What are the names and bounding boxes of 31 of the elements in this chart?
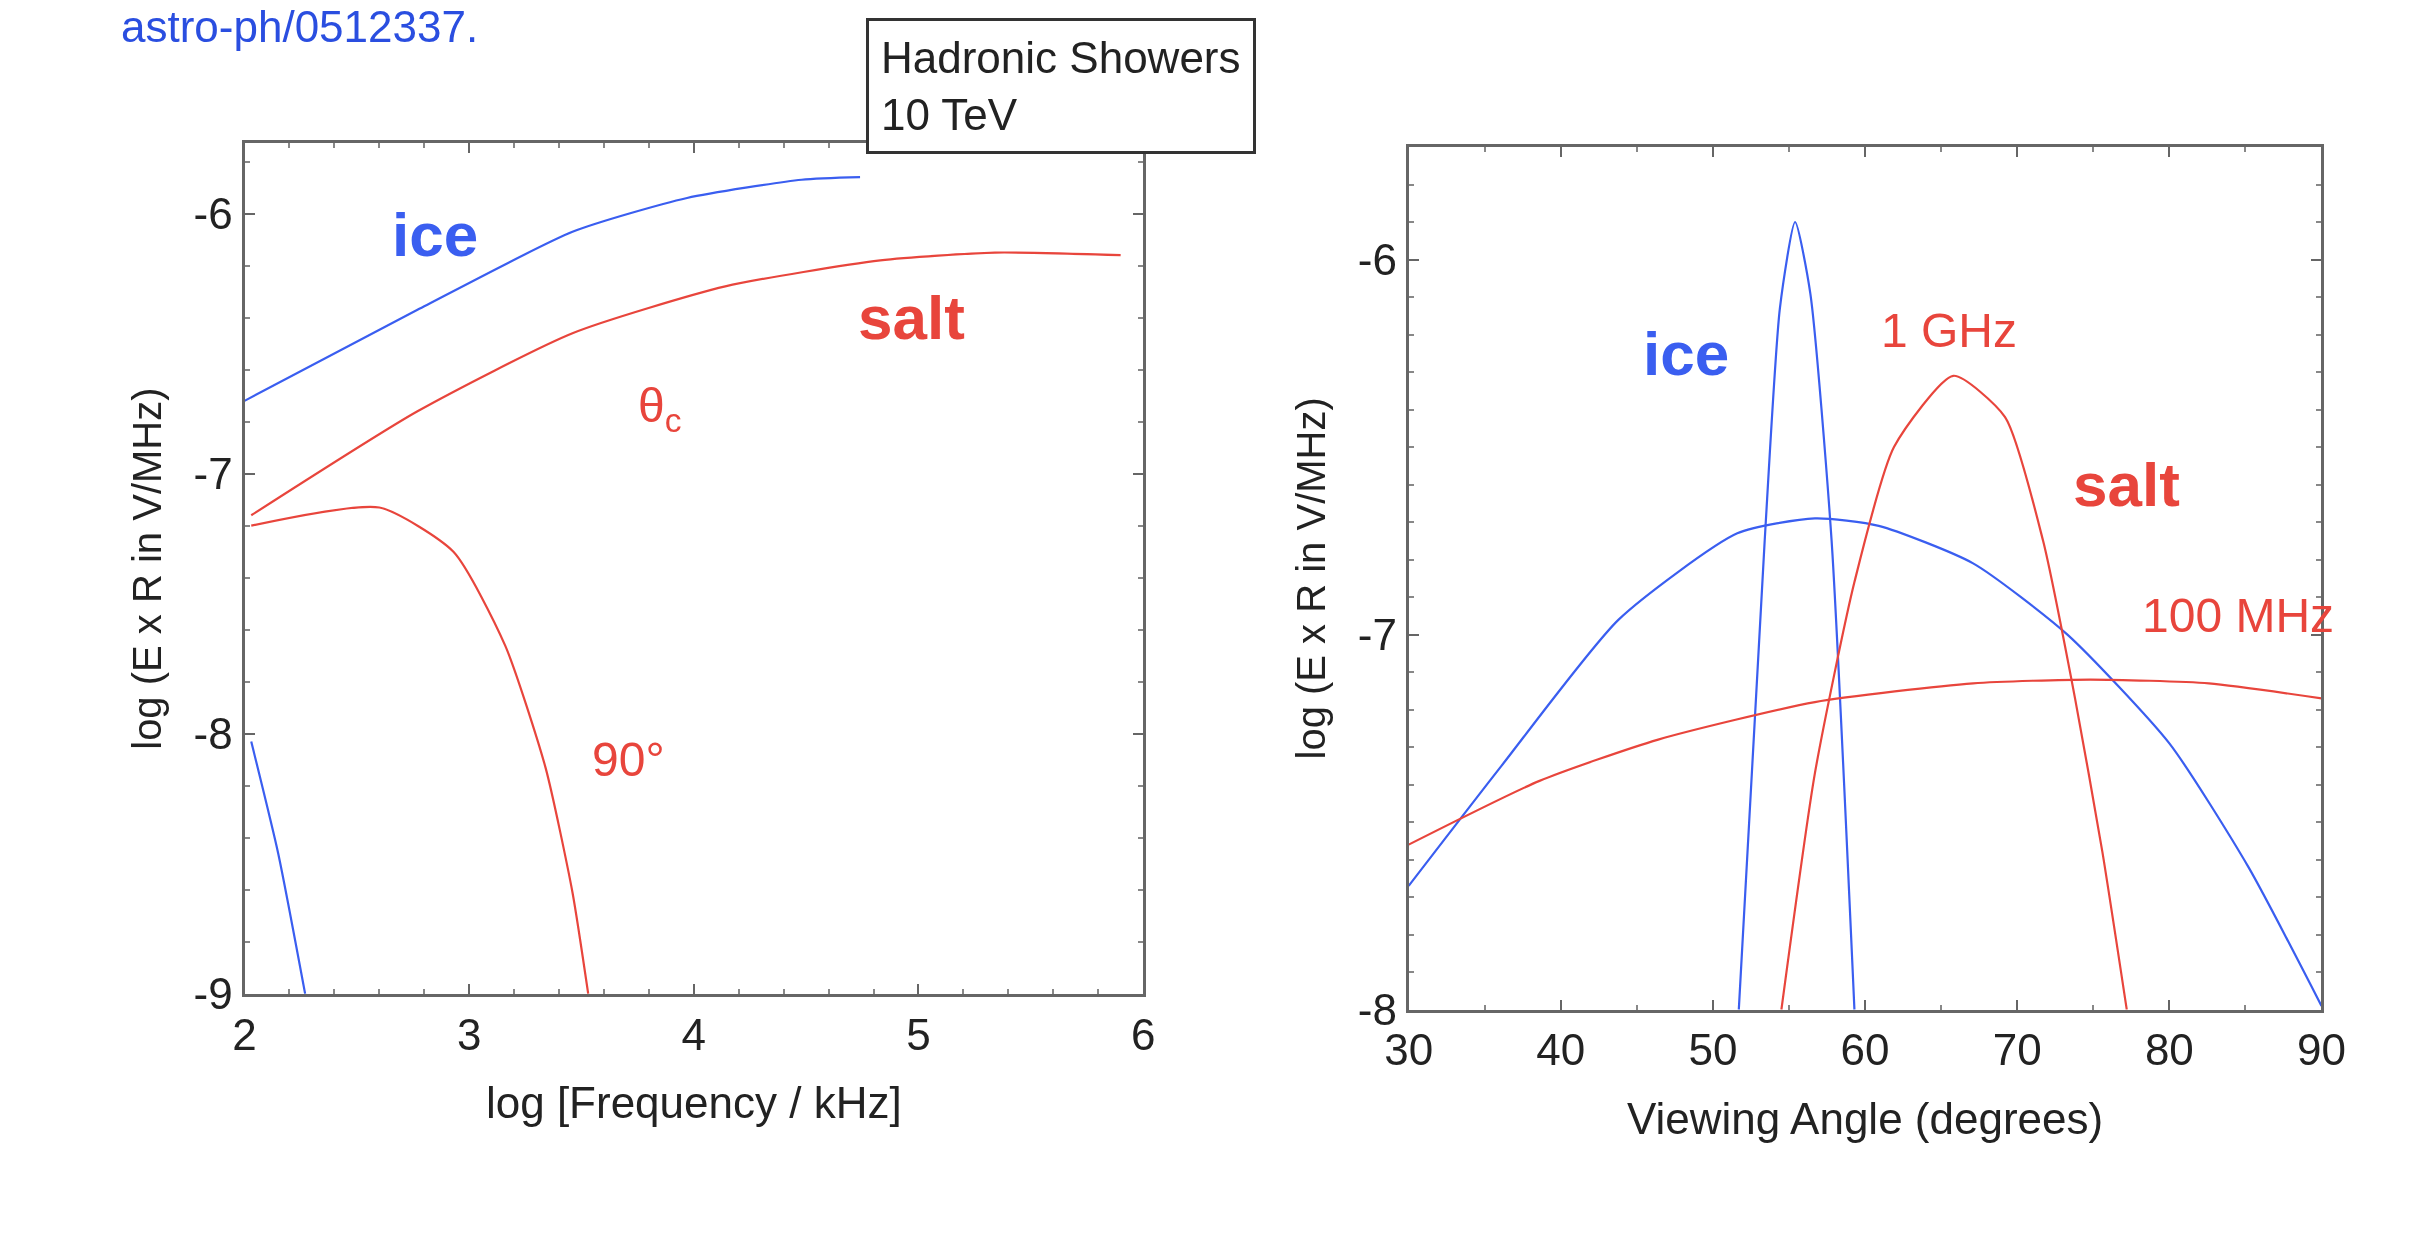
y-tick-label: -9: [193, 969, 233, 1019]
annotation: 1 GHz: [1881, 304, 2018, 357]
y-tick-label: -7: [193, 449, 233, 499]
x-tick-label: 80: [2144, 1025, 2194, 1075]
annotation: ice: [1643, 319, 1730, 388]
line-series: [250, 505, 590, 994]
x-tick-label: 70: [1992, 1025, 2042, 1075]
x-axis-title: Viewing Angle (degrees): [1627, 1093, 2104, 1143]
y-tick-label: -7: [1357, 609, 1397, 659]
annotation: salt: [858, 283, 965, 352]
annotation: 90°: [592, 733, 665, 786]
x-tick-label: 6: [1130, 1009, 1156, 1059]
y-tick-label: -8: [193, 709, 233, 759]
x-tick-label: 3: [456, 1009, 482, 1059]
x-tick-label: 90: [2297, 1025, 2346, 1075]
x-tick-label: 5: [906, 1009, 931, 1059]
x-axis-title: log [Frequency / kHz]: [485, 1077, 902, 1127]
x-tick-label: 40: [1536, 1025, 1586, 1075]
x-tick-label: 2: [232, 1009, 257, 1059]
x-tick-label: 50: [1688, 1025, 1738, 1075]
annotation: ice: [392, 200, 479, 269]
x-tick-label: 60: [1840, 1025, 1890, 1075]
text: astro-ph/0512337.: [121, 2, 479, 51]
annotation: salt: [2073, 450, 2180, 519]
x-tick-label: 4: [681, 1009, 707, 1059]
y-tick-label: -6: [193, 188, 233, 238]
annotation: θ$_{c}$: [638, 379, 682, 440]
text: Hadronic Showers 10 TeV: [881, 33, 1241, 140]
y-tick-label: -6: [1357, 234, 1397, 284]
y-axis-title: log (E x R in V/MHz): [1289, 397, 1334, 760]
y-axis-title: log (E x R in V/MHz): [125, 387, 170, 750]
